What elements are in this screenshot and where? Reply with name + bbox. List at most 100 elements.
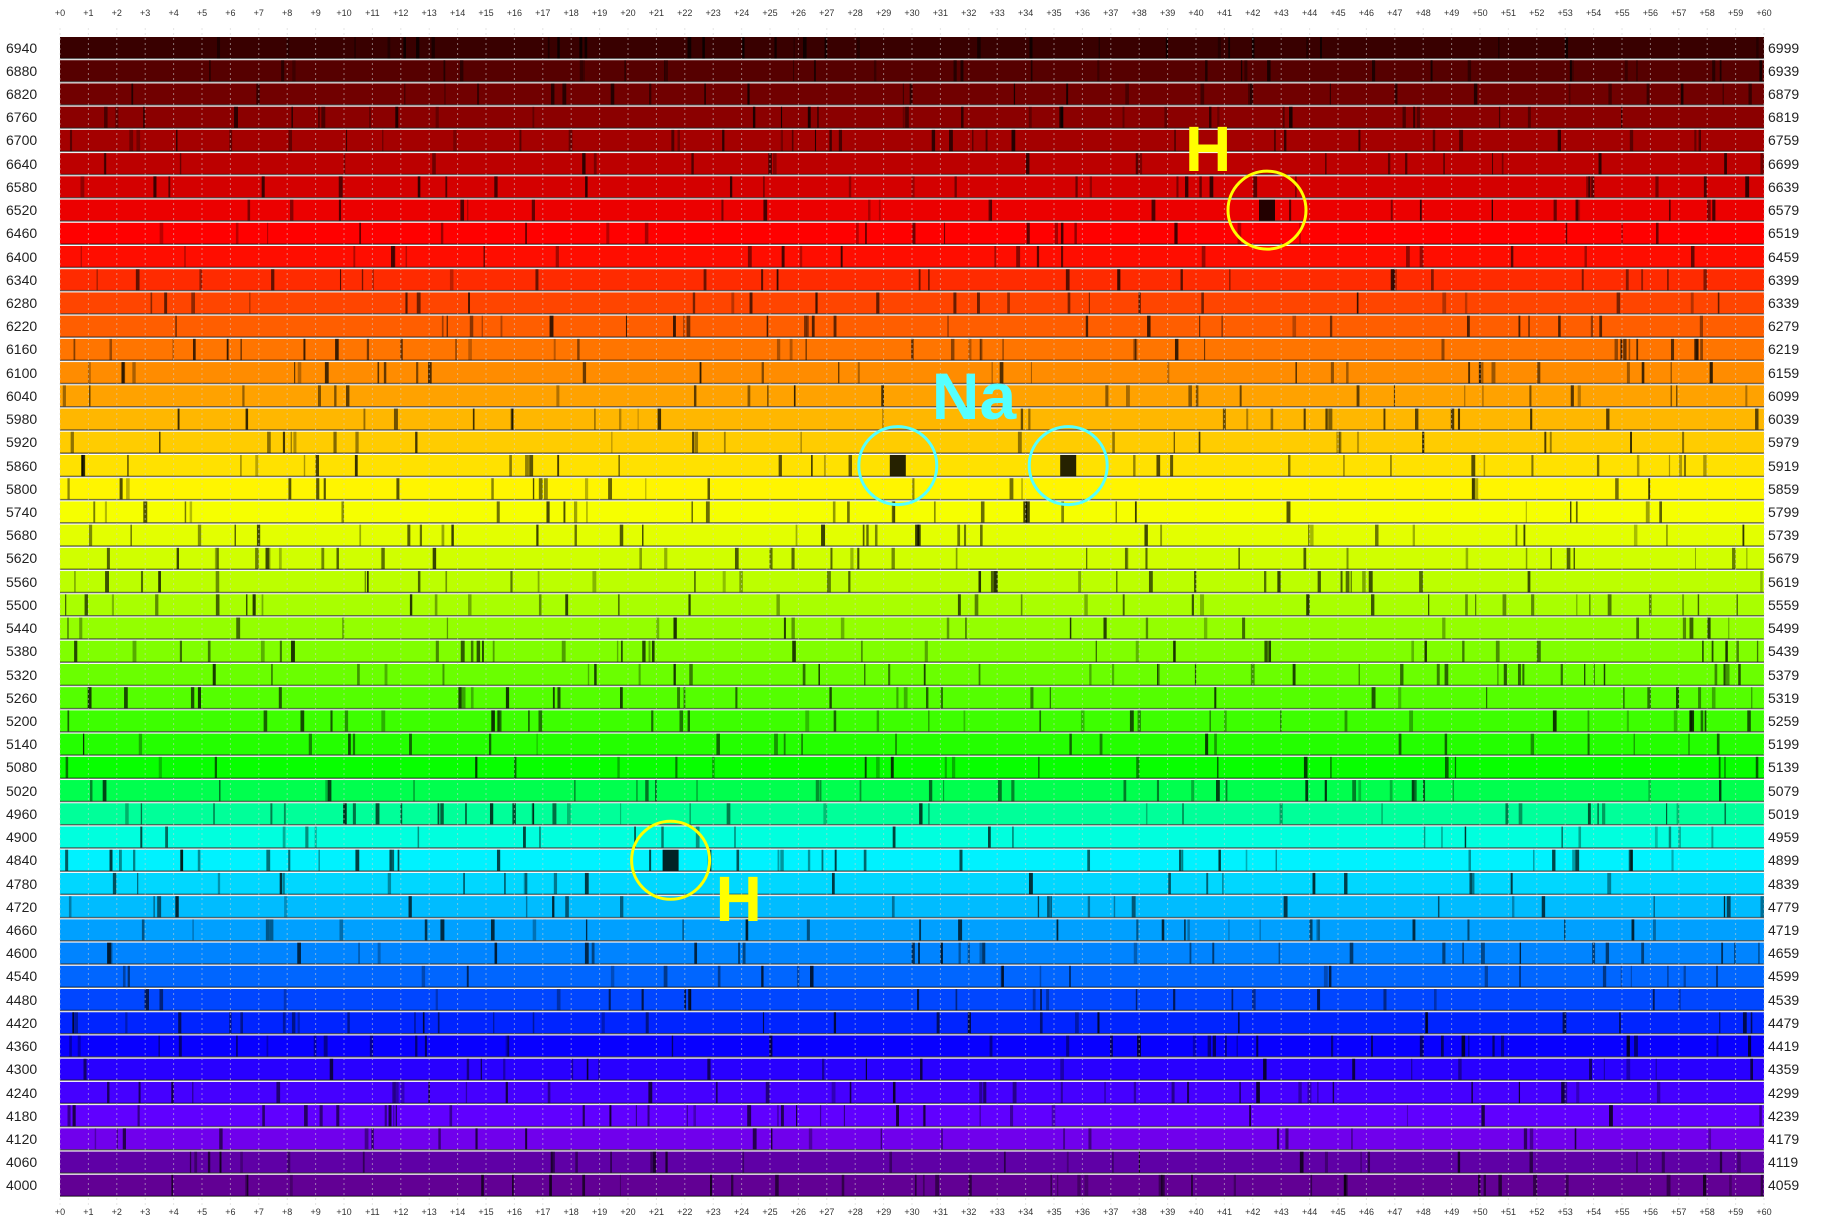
absorption-line <box>428 1081 430 1104</box>
absorption-line <box>721 199 724 221</box>
absorption-line <box>1135 989 1138 1011</box>
absorption-line <box>1416 106 1421 128</box>
absorption-line <box>1621 106 1623 128</box>
absorption-line <box>1020 408 1024 430</box>
right-axis-label: 4659 <box>1768 945 1800 962</box>
absorption-line <box>72 1012 75 1034</box>
absorption-line <box>776 594 780 616</box>
absorption-line <box>1564 1081 1568 1104</box>
absorption-line <box>955 989 958 1011</box>
absorption-line <box>1358 780 1362 802</box>
row-separator <box>60 800 1764 803</box>
absorption-line <box>1481 362 1484 384</box>
absorption-line <box>1412 524 1415 546</box>
absorption-line <box>1306 594 1310 616</box>
absorption-line <box>192 338 196 361</box>
absorption-line <box>216 37 221 59</box>
absorption-line <box>207 640 211 662</box>
left-axis-label: 5380 <box>6 643 38 660</box>
absorption-line <box>126 478 130 500</box>
absorption-line <box>694 942 698 964</box>
absorption-line <box>1716 965 1719 988</box>
right-axis-label: 5979 <box>1768 434 1800 451</box>
absorption-line <box>434 594 438 616</box>
absorption-line <box>1411 640 1415 662</box>
absorption-line <box>694 571 696 593</box>
absorption-line <box>364 571 366 593</box>
absorption-line <box>178 1012 182 1034</box>
absorption-line <box>1085 315 1089 337</box>
absorption-line <box>189 501 193 523</box>
absorption-line <box>673 663 676 686</box>
absorption-line <box>509 454 512 477</box>
absorption-line <box>175 315 177 337</box>
absorption-line <box>671 1035 674 1057</box>
absorption-line <box>1751 687 1753 709</box>
absorption-line <box>1185 176 1189 198</box>
absorption-line <box>176 129 178 152</box>
absorption-line <box>1256 1035 1259 1057</box>
bottom-axis-label: +41 <box>1216 1207 1233 1217</box>
row-separator <box>60 754 1764 756</box>
absorption-line <box>1295 176 1297 198</box>
absorption-line <box>269 919 274 941</box>
absorption-line <box>1562 1012 1567 1034</box>
absorption-line <box>1484 965 1488 988</box>
absorption-line <box>1134 338 1136 361</box>
absorption-line <box>158 756 162 779</box>
absorption-line <box>219 1128 223 1150</box>
absorption-line <box>1425 1012 1428 1034</box>
absorption-line <box>747 83 750 105</box>
spectrum-row-5020 <box>60 780 1764 802</box>
absorption-line <box>1655 176 1659 198</box>
absorption-line <box>292 60 296 82</box>
absorption-line <box>1428 594 1430 616</box>
absorption-line <box>318 849 320 871</box>
absorption-line <box>1344 1174 1348 1196</box>
absorption-line <box>96 269 98 291</box>
absorption-line <box>453 129 457 152</box>
spectrum-row-5560 <box>60 571 1764 593</box>
absorption-line <box>361 269 364 291</box>
absorption-line <box>1077 1174 1081 1196</box>
absorption-line <box>563 501 566 523</box>
absorption-line <box>1608 83 1612 105</box>
absorption-line <box>568 129 573 152</box>
absorption-line <box>950 338 955 361</box>
absorption-line <box>219 1151 222 1173</box>
absorption-line <box>1501 153 1504 175</box>
absorption-line <box>234 106 238 128</box>
absorption-line <box>415 431 418 453</box>
absorption-line <box>489 803 494 825</box>
absorption-line <box>1533 1174 1538 1196</box>
absorption-line <box>480 1058 482 1080</box>
absorption-line <box>1367 1151 1371 1173</box>
absorption-line <box>219 780 221 802</box>
absorption-line <box>532 803 535 825</box>
absorption-line <box>639 547 642 570</box>
absorption-line <box>833 710 837 732</box>
top-axis-label: +45 <box>1330 8 1346 18</box>
absorption-line <box>620 896 624 918</box>
absorption-line <box>702 37 705 59</box>
absorption-line <box>1194 571 1197 593</box>
absorption-line <box>400 1081 405 1104</box>
absorption-line <box>771 1128 773 1150</box>
absorption-line <box>465 803 467 825</box>
absorption-line <box>1704 710 1707 732</box>
absorption-line <box>179 640 183 662</box>
absorption-line <box>1724 153 1727 175</box>
absorption-line <box>1295 362 1297 384</box>
absorption-line <box>989 1035 993 1057</box>
absorption-line <box>1719 780 1722 802</box>
absorption-line <box>789 338 793 361</box>
absorption-line <box>1723 663 1726 686</box>
absorption-line <box>865 222 867 244</box>
absorption-line <box>538 594 542 616</box>
bottom-axis-label: +30 <box>904 1207 920 1217</box>
top-axis-label: +15 <box>478 8 494 18</box>
absorption-line <box>1283 129 1287 152</box>
absorption-line <box>619 687 623 709</box>
absorption-line <box>282 431 286 453</box>
absorption-line <box>1724 756 1726 779</box>
